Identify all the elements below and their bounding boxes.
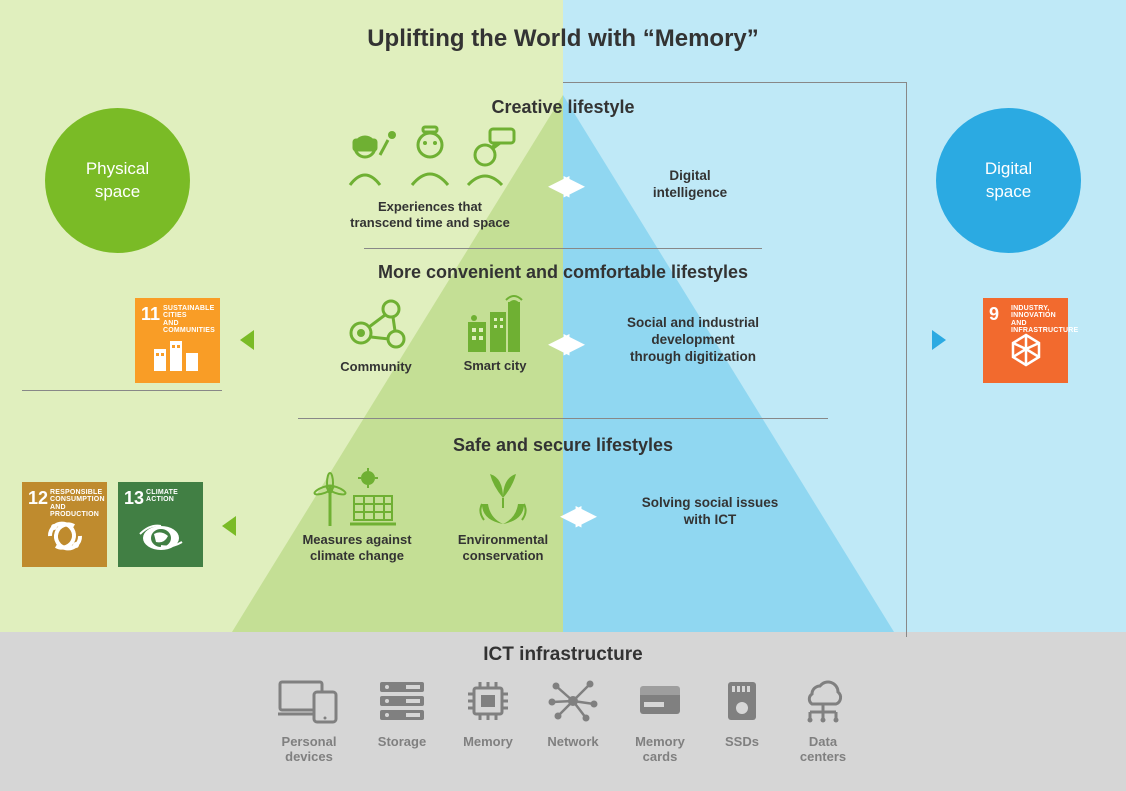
ict-ssds-label: SSDs [720,735,764,750]
sdg13-label: CLIMATEACTION [146,489,178,504]
ict-row: Personaldevices Storage Memory Network M… [0,678,1126,765]
section2-title: More convenient and comfortable lifestyl… [232,262,894,283]
ict-memorycards-label: Memorycards [632,735,688,765]
sdg13-num: 13 [124,488,144,509]
environment-icon: Environmentalconservation [438,468,568,563]
network-icon [546,678,600,724]
ict-devices-label: Personaldevices [276,735,342,765]
climate-icon: Measures againstclimate change [282,468,432,563]
ict-datacenters-label: Datacenters [796,735,850,765]
sdg9-pointer-icon [932,330,946,350]
ict-memorycards: Memorycards [632,678,688,765]
divider2 [298,418,828,419]
section3-title: Safe and secure lifestyles [232,435,894,456]
memorycard-icon [632,678,688,724]
section3-arrow-icon: ◀▶ [560,498,591,531]
section1-arrow-icon: ◀▶ [548,168,579,201]
ssd-icon [720,678,764,724]
physical-space-circle: Physicalspace [45,108,190,253]
connector-top [563,82,907,83]
ict-network-label: Network [546,735,600,750]
ict-network: Network [546,678,600,750]
ict-devices: Personaldevices [276,678,342,765]
sdg12-icon: 12 RESPONSIBLECONSUMPTIONAND PRODUCTION [22,482,107,567]
environment-label: Environmentalconservation [438,532,568,563]
section1-left-label: Experiences thattranscend time and space [340,199,520,230]
devices-icon [276,678,342,724]
section2-right-label: Social and industrialdevelopmentthrough … [598,315,788,366]
digital-space-label: Digitalspace [985,158,1032,202]
community-label: Community [316,359,436,375]
physical-space-label: Physicalspace [86,158,149,202]
sdg11-icon: 11 SUSTAINABLE CITIESAND COMMUNITIES [135,298,220,383]
section2-arrow-icon: ◀▶ [548,326,579,359]
sdg12-13-pointer-icon [222,516,236,536]
smart-city-icon: Smart city [440,292,550,374]
smart-city-label: Smart city [440,358,550,374]
ict-memory: Memory [462,678,514,750]
ict-ssds: SSDs [720,678,764,750]
ict-storage: Storage [374,678,430,750]
infographic-canvas: Uplifting the World with “Memory” Physic… [0,0,1126,791]
climate-label: Measures againstclimate change [282,532,432,563]
section1-title: Creative lifestyle [232,97,894,118]
sdg12-num: 12 [28,488,48,509]
digital-space-circle: Digitalspace [936,108,1081,253]
connector-right [906,82,907,637]
ict-storage-label: Storage [374,735,430,750]
sdg9-icon: 9 INDUSTRY, INNOVATIONAND INFRASTRUCTURE [983,298,1068,383]
storage-icon [374,678,430,724]
sdg11-connector [22,390,222,391]
memory-icon [462,678,514,724]
section1-right-label: Digitalintelligence [610,168,770,202]
sdg11-pointer-icon [240,330,254,350]
main-title: Uplifting the World with “Memory” [0,25,1126,53]
ict-memory-label: Memory [462,735,514,750]
divider1 [364,248,762,249]
sdg13-icon: 13 CLIMATEACTION [118,482,203,567]
community-icon: Community [316,295,436,375]
sdg11-num: 11 [141,304,160,325]
section1-left-icons: Experiences thattranscend time and space [340,125,520,230]
ict-datacenters: Datacenters [796,678,850,765]
sdg9-num: 9 [989,304,999,325]
section3-right-label: Solving social issueswith ICT [615,495,805,529]
ict-title: ICT infrastructure [0,644,1126,666]
datacenter-icon [796,678,850,724]
